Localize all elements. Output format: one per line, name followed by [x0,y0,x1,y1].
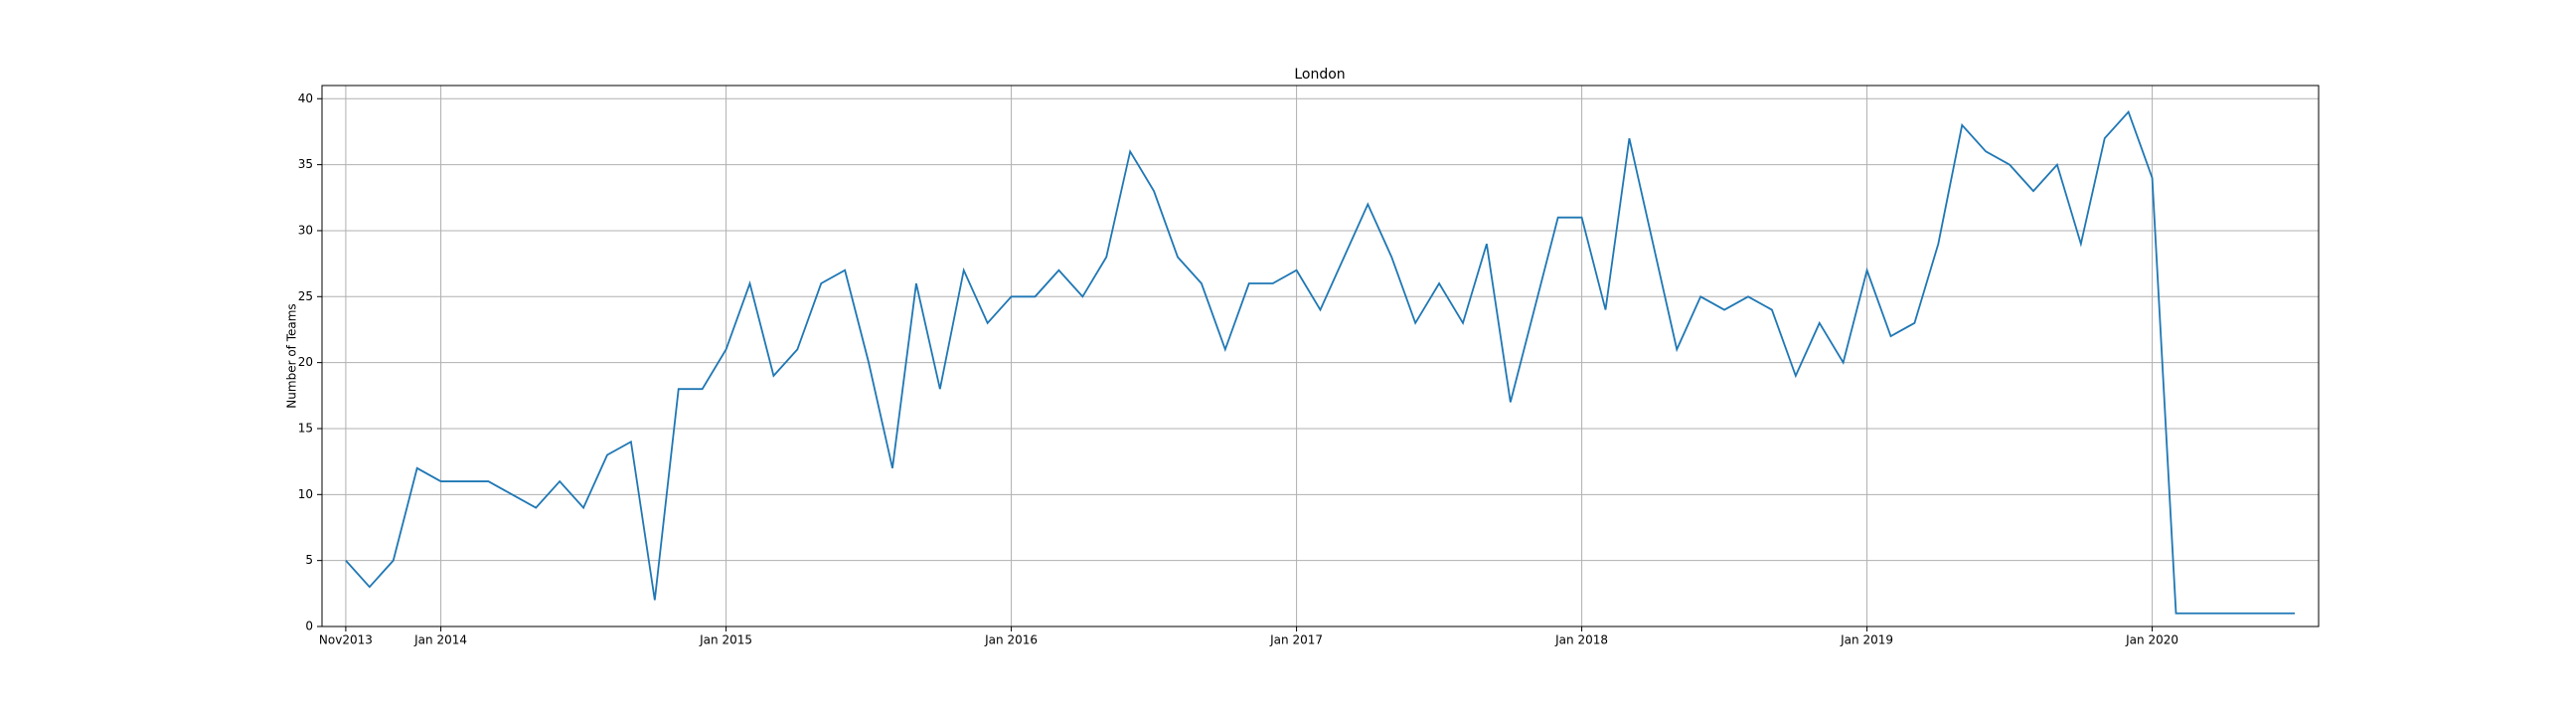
x-tick-label: Jan 2014 [413,633,467,647]
x-tick-label: Nov2013 [319,633,373,647]
x-tick-label: Jan 2016 [984,633,1038,647]
y-tick-label: 35 [298,157,313,171]
y-tick-label: 40 [298,91,313,105]
y-tick-label: 10 [298,487,313,501]
y-tick-label: 15 [298,421,313,435]
data-line [345,109,2296,615]
plot-frame [321,85,2320,627]
y-tick-label: 5 [305,553,313,567]
x-tick-label: Jan 2017 [1269,633,1323,647]
y-tick-label: 20 [298,355,313,369]
x-tick-label: Jan 2018 [1554,633,1608,647]
y-tick-label: 30 [298,223,313,237]
x-tick-label: Jan 2020 [2125,633,2178,647]
y-tick-label: 25 [298,289,313,303]
y-tick-label: 0 [305,620,313,633]
chart-title: London [1294,67,1345,83]
y-axis-label: Number of Teams [285,303,299,408]
x-tick-label: Jan 2019 [1840,633,1893,647]
x-tick-label: Jan 2015 [699,633,752,647]
